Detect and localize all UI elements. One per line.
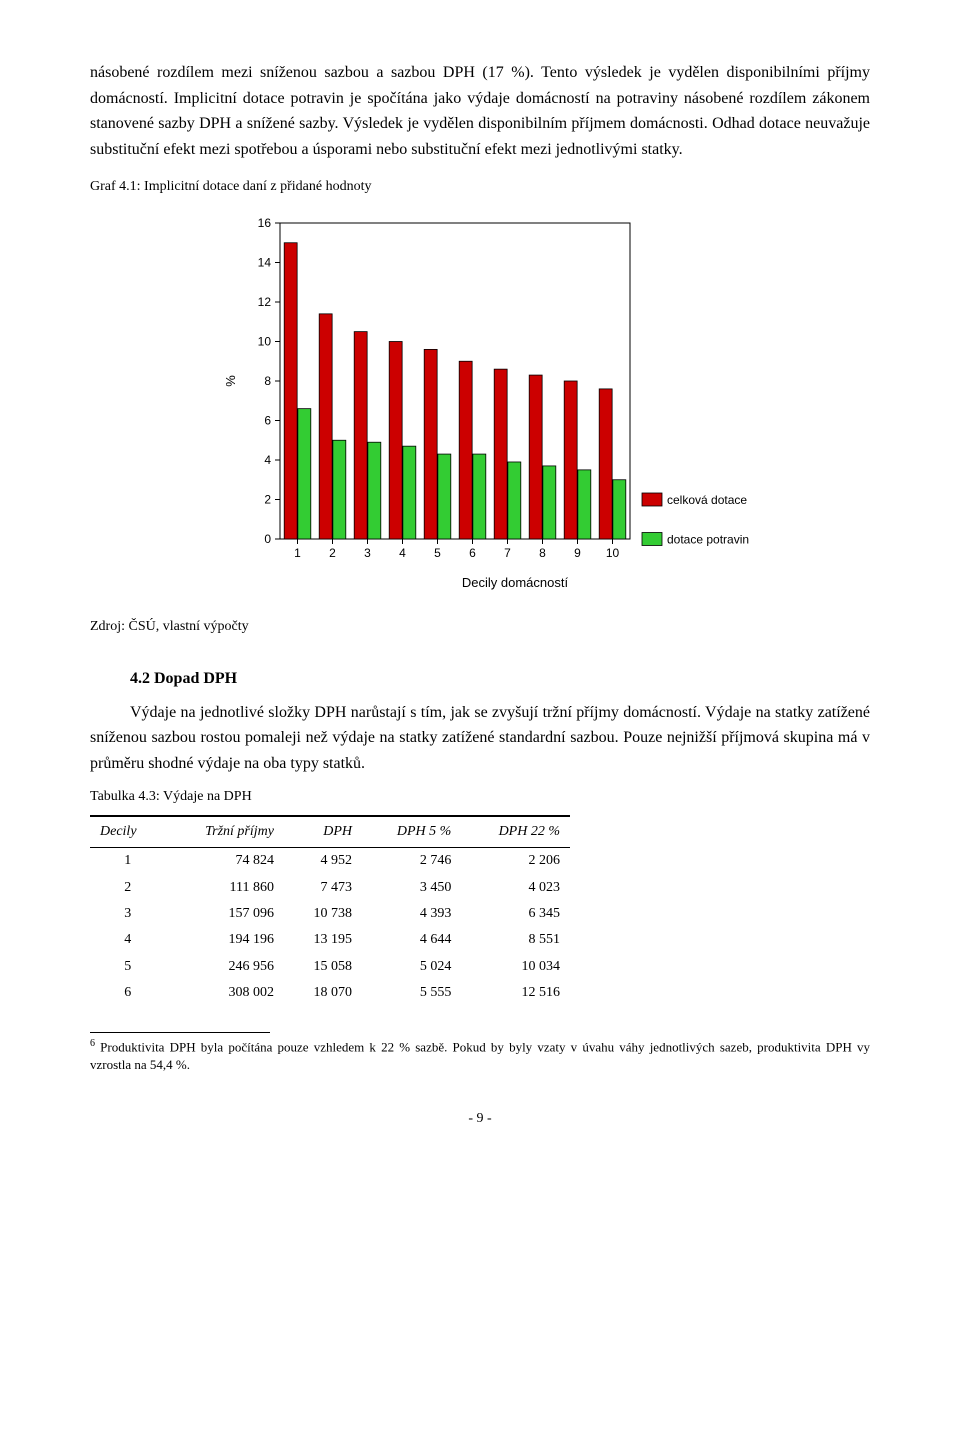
table-row: 2111 8607 4733 4504 023 [90, 875, 570, 901]
bar-chart: 0246810121416%12345678910celková dotaced… [210, 209, 750, 569]
svg-text:3: 3 [364, 546, 371, 560]
svg-text:6: 6 [264, 413, 271, 427]
footnote: 6 Produktivita DPH byla počítána pouze v… [90, 1037, 870, 1073]
svg-text:dotace potravin: dotace potravin [667, 532, 749, 546]
table-header: DPH 5 % [362, 816, 461, 848]
svg-text:8: 8 [264, 374, 271, 388]
table-row: 174 8244 9522 7462 206 [90, 848, 570, 875]
chart-xaxis-title: Decily domácností [210, 573, 750, 594]
svg-text:6: 6 [469, 546, 476, 560]
svg-text:10: 10 [606, 546, 620, 560]
svg-text:16: 16 [258, 216, 272, 230]
svg-text:7: 7 [504, 546, 511, 560]
table-row: 6308 00218 0705 55512 516 [90, 980, 570, 1006]
footnote-number: 6 [90, 1038, 95, 1049]
svg-text:12: 12 [258, 295, 272, 309]
table-header: Tržní příjmy [165, 816, 284, 848]
table-row: 3157 09610 7384 3936 345 [90, 901, 570, 927]
paragraph-2: Výdaje na jednotlivé složky DPH narůstaj… [90, 700, 870, 777]
table-row: 4194 19613 1954 6448 551 [90, 927, 570, 953]
svg-text:0: 0 [264, 532, 271, 546]
svg-text:9: 9 [574, 546, 581, 560]
table-row: 5246 95615 0585 02410 034 [90, 954, 570, 980]
svg-text:1: 1 [294, 546, 301, 560]
svg-text:4: 4 [399, 546, 406, 560]
data-table: DecilyTržní příjmyDPHDPH 5 %DPH 22 %174 … [90, 815, 570, 1007]
chart-source: Zdroj: ČSÚ, vlastní výpočty [90, 616, 870, 638]
page-number: - 9 - [90, 1108, 870, 1130]
chart-container: 0246810121416%12345678910celková dotaced… [210, 209, 750, 594]
svg-text:10: 10 [258, 334, 272, 348]
table-header: DPH [284, 816, 362, 848]
svg-text:2: 2 [264, 492, 271, 506]
chart-caption: Graf 4.1: Implicitní dotace daní z přida… [90, 176, 870, 198]
table-header: DPH 22 % [461, 816, 570, 848]
table-header: Decily [90, 816, 165, 848]
svg-text:celková dotace: celková dotace [667, 493, 747, 507]
footnote-text: Produktivita DPH byla počítána pouze vzh… [90, 1040, 870, 1073]
svg-text:2: 2 [329, 546, 336, 560]
section-heading: 4.2 Dopad DPH [90, 666, 870, 692]
paragraph-1: násobené rozdílem mezi sníženou sazbou a… [90, 60, 870, 162]
table-caption: Tabulka 4.3: Výdaje na DPH [90, 786, 870, 808]
svg-text:%: % [223, 375, 238, 387]
svg-text:14: 14 [258, 255, 272, 269]
footnote-rule [90, 1032, 270, 1033]
svg-text:4: 4 [264, 453, 271, 467]
svg-text:8: 8 [539, 546, 546, 560]
svg-text:5: 5 [434, 546, 441, 560]
